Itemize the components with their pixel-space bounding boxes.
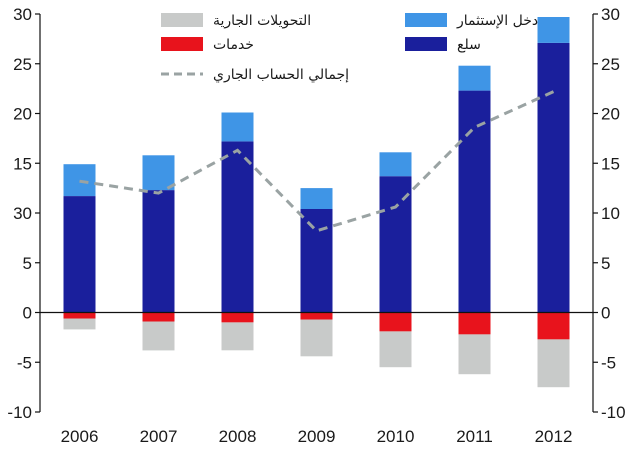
bar-2006-series-3 [63,318,96,330]
bar-2012-series-3 [537,339,570,388]
y-tick-label-right: 30 [601,5,620,24]
bar-2008-series-1 [221,112,254,142]
x-tick-label-2010: 2010 [377,427,415,446]
legend-item-3: سلع [405,37,481,53]
bar-2011-series-2 [458,312,491,335]
legend-item-0: التحويلات الجارية [161,13,311,29]
bar-2010-series-2 [379,312,412,332]
legend-item-2: خدمات [161,37,254,53]
legend-label: التحويلات الجارية [213,13,311,29]
bar-2008-series-0 [221,141,254,313]
x-tick-label-2006: 2006 [61,427,99,446]
bar-2008-series-3 [221,322,254,351]
bar-2007-series-2 [142,312,175,322]
legend-swatch [405,37,447,51]
bar-2007-series-0 [142,190,175,313]
y-tick-label-left: 25 [13,55,32,74]
bar-2006-series-1 [63,164,96,196]
y-tick-label-right: 15 [601,154,620,173]
bar-2010-series-3 [379,331,412,368]
line-group [79,90,555,233]
bar-2006-series-0 [63,196,96,313]
legend-item-1: دخل الإستثمار [405,13,538,29]
y-tick-label-left: 5 [23,254,32,273]
y-tick-label-right: 20 [601,105,620,124]
y-tick-label-right: -10 [601,403,626,422]
bar-2009-series-2 [300,312,333,320]
bar-2009-series-3 [300,319,333,357]
x-tick-label-2008: 2008 [219,427,257,446]
bar-2009-series-1 [300,188,333,209]
y-tick-label-right: 5 [601,254,610,273]
legend-item-4: إجمالي الحساب الجاري [161,67,349,83]
bar-2011-series-1 [458,65,491,91]
legend: التحويلات الجارية دخل الإستثمار خدمات سلع إج… [161,13,538,83]
x-tick-label-2009: 2009 [298,427,336,446]
y-tick-label-left: 20 [13,105,32,124]
bar-2007-series-1 [142,155,175,191]
legend-swatch [161,37,203,51]
legend-swatch [405,13,447,27]
legend-label: خدمات [213,37,254,53]
axes-group: -10 -10 -5 -5 0 0 5 5 30 10 15 15 20 20 25 25 30 30 2006 20… [7,5,625,446]
y-tick-label-right: 10 [601,204,620,223]
x-tick-label-2007: 2007 [140,427,178,446]
y-tick-label-left: -10 [7,403,32,422]
y-tick-label-left: 0 [23,304,32,323]
y-tick-label-left: 15 [13,154,32,173]
x-tick-label-2012: 2012 [535,427,573,446]
bar-2012-series-1 [537,17,570,43]
y-tick-label-left: 30 [13,204,32,223]
y-tick-label-right: 0 [601,304,610,323]
legend-label: سلع [457,37,481,53]
bar-2010-series-1 [379,152,412,177]
y-tick-label-right: -5 [601,353,616,372]
bar-2012-series-0 [537,42,570,313]
bar-2009-series-0 [300,209,333,313]
bar-2008-series-2 [221,312,254,323]
bar-2011-series-0 [458,90,491,313]
bar-2006-series-2 [63,312,96,319]
legend-label: إجمالي الحساب الجاري [213,67,349,83]
legend-swatch [161,13,203,27]
y-tick-label-right: 25 [601,55,620,74]
y-tick-label-left: 30 [13,5,32,24]
x-tick-label-2011: 2011 [456,427,493,446]
bar-2011-series-3 [458,334,491,375]
bar-2010-series-0 [379,176,412,313]
bar-2007-series-3 [142,321,175,351]
legend-label: دخل الإستثمار [456,13,538,29]
y-tick-label-left: -5 [17,353,32,372]
bar-2012-series-2 [537,312,570,340]
bars-group [63,17,570,388]
